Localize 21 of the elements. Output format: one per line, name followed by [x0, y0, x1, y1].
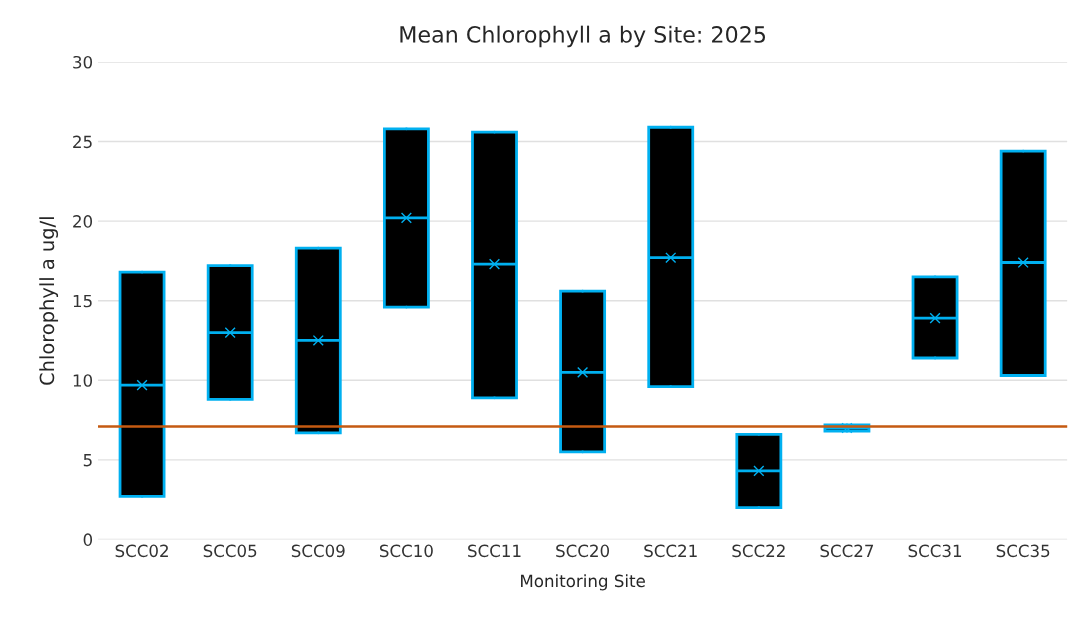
y-axis-title: Chlorophyll a ug/l	[39, 217, 59, 385]
y-tick-label: 0	[83, 533, 93, 546]
x-tick-label: SCC11	[468, 544, 521, 558]
x-tick-label: SCC22	[732, 544, 785, 558]
y-tick-label: 25	[73, 135, 92, 149]
x-tick-label: SCC21	[644, 544, 697, 558]
y-tick-label: 20	[73, 215, 93, 228]
chart-title: Mean Chlorophyll a by Site: 2025	[400, 25, 766, 48]
y-tick-label: 30	[73, 55, 93, 69]
y-tick-label: 5	[83, 454, 92, 467]
x-tick-label: SCC27	[820, 544, 874, 558]
x-axis-title: Monitoring Site	[521, 574, 645, 591]
x-tick-label: SCC31	[908, 544, 962, 558]
y-tick-label: 10	[73, 374, 93, 387]
x-tick-label: SCC35	[996, 544, 1050, 558]
x-tick-label: SCC10	[379, 544, 433, 558]
x-tick-label: SCC02	[115, 544, 168, 558]
y-tick-label: 15	[73, 294, 92, 308]
x-tick-label: SCC05	[203, 544, 257, 558]
x-tick-label: SCC09	[291, 544, 345, 558]
x-tick-label: SCC20	[556, 544, 610, 558]
